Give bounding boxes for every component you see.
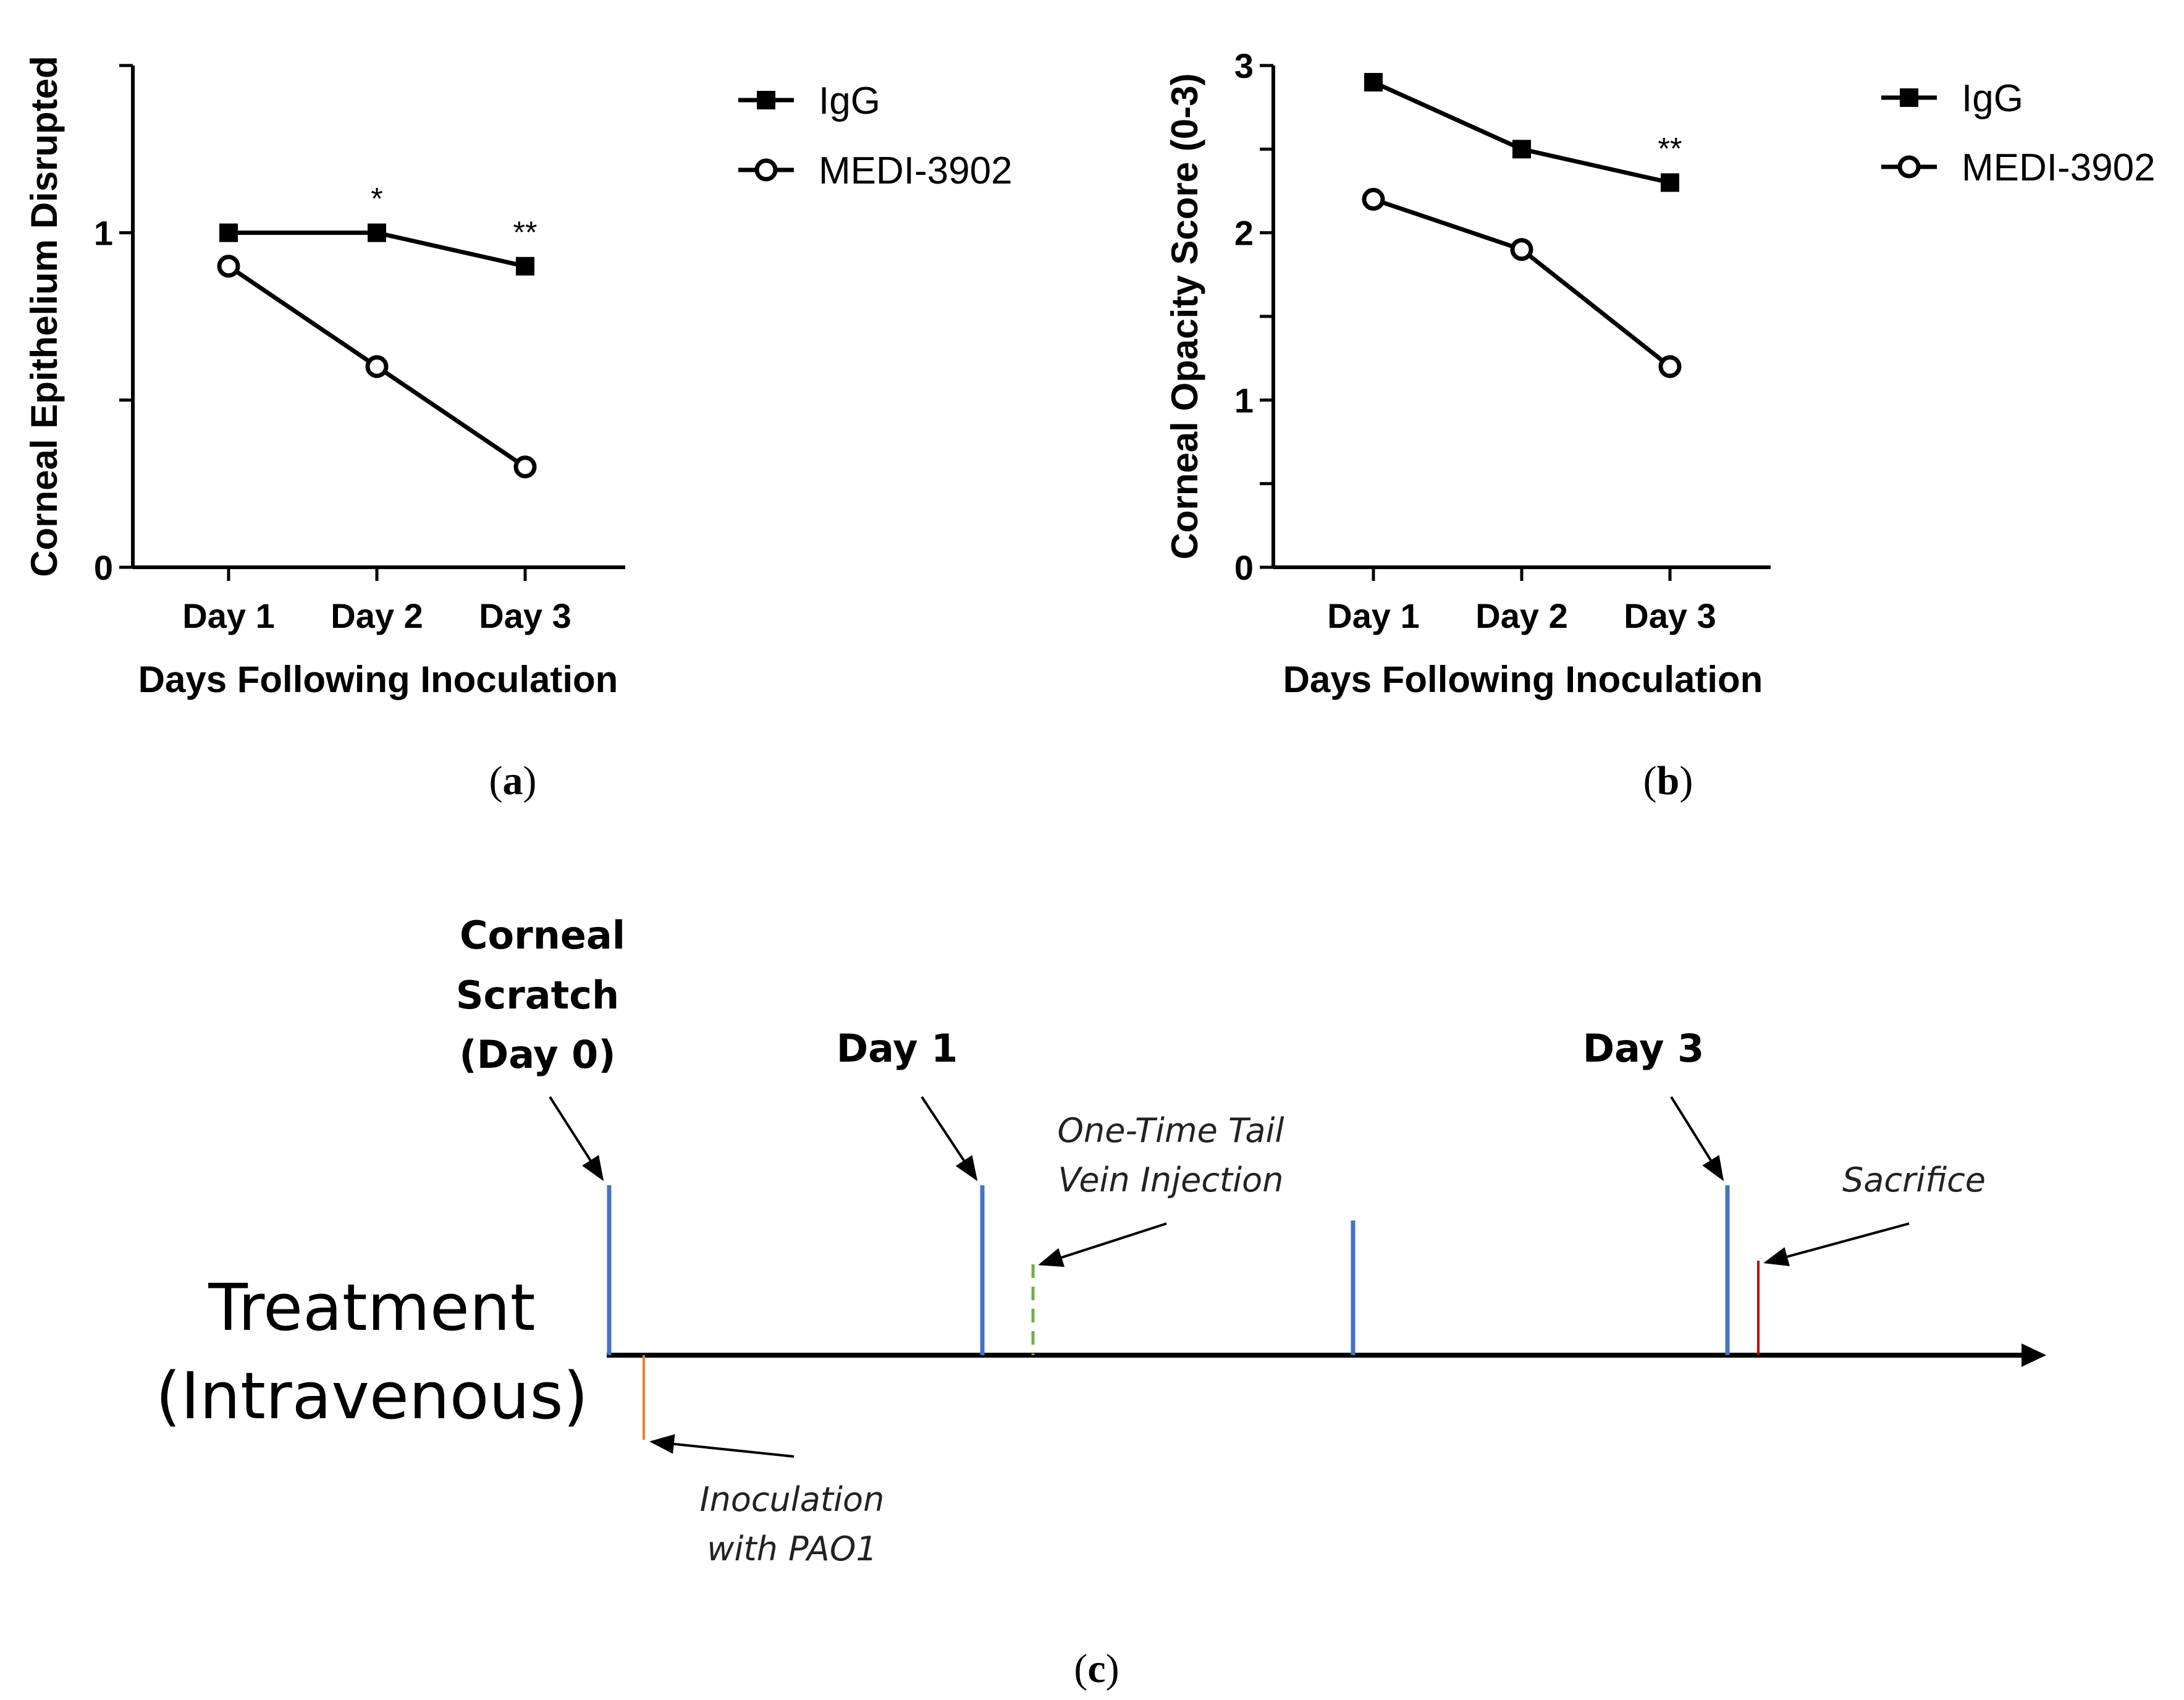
data-point (1510, 238, 1533, 261)
y-tick-label: 1 (94, 214, 113, 253)
significance-annotations: *** (371, 182, 537, 250)
sacrifice-label: Sacrifice (1842, 1161, 1986, 1199)
chart-b: 0 1 2 3 Day 1 Day 2 Day 3 ** Corneal Opacity … (1164, 46, 2156, 700)
x-tick-label: Day 1 (182, 596, 274, 635)
row-label-line1: Treatment (208, 1270, 535, 1345)
x-tick-label: Day 2 (331, 596, 423, 635)
day1-label: Day 1 (837, 1026, 958, 1071)
day1-arrow (921, 1096, 978, 1182)
x-ticks: Day 1 Day 2 Day 3 (182, 567, 571, 635)
y-tick-label: 2 (1234, 214, 1254, 253)
data-markers (1362, 73, 1682, 378)
significance-marker: * (371, 182, 382, 216)
x-axis-title: Days Following Inoculation (138, 659, 618, 700)
inoculation-label-line1: Inoculation (700, 1480, 885, 1519)
y-tick-label: 0 (94, 548, 113, 587)
series-line-igg (1372, 80, 1671, 185)
y-tick-label: 1 (1234, 381, 1254, 420)
injection-label-line1: One-Time Tail (1058, 1111, 1284, 1150)
series-lines (227, 230, 526, 469)
sacrifice-arrow (1763, 1222, 1910, 1267)
significance-marker: ** (1658, 131, 1682, 166)
data-point (1364, 73, 1383, 92)
legend-label: MEDI-3902 (819, 150, 1013, 192)
series-line-medi-3902 (1372, 197, 1672, 368)
data-point (365, 355, 389, 378)
legend-label: IgG (1962, 77, 2023, 120)
panel-label-c: (c) (1074, 1646, 1119, 1691)
legend-square-icon (1900, 88, 1918, 107)
injection-arrow (1038, 1222, 1167, 1267)
day3-label: Day 3 (1583, 1026, 1705, 1071)
y-tick-label: 3 (1234, 46, 1254, 85)
y-axis-title: Corneal Opacity Score (0-3) (1164, 74, 1205, 560)
legend-square-icon (757, 91, 775, 109)
timeline: Corneal Scratch (Day 0) Day 1 Day 3 One-… (156, 913, 2046, 1568)
data-point (1661, 173, 1679, 192)
x-tick-label: Day 3 (1624, 596, 1716, 635)
chart-a: 01 Day 1 Day 2 Day 3 *** Corneal Epitheliu… (23, 56, 1013, 700)
day0-label-line2: Scratch (456, 973, 619, 1018)
y-ticks: 01 (94, 64, 133, 587)
data-point (516, 256, 534, 276)
day0-label-line1: Corneal (460, 913, 625, 958)
legend: IgG MEDI-3902 (1881, 77, 2156, 189)
data-point (1658, 355, 1682, 378)
data-point (1512, 140, 1531, 159)
timeline-arrow-icon (2022, 1343, 2046, 1367)
legend-circle-icon (1897, 155, 1921, 179)
legend-circle-icon (754, 158, 778, 182)
significance-annotations: ** (1658, 131, 1682, 166)
injection-label-line2: Vein Injection (1058, 1161, 1284, 1199)
y-axis-title: Corneal Epithelium Disrupted (23, 56, 65, 577)
panel-label-b: (b) (1643, 758, 1693, 803)
inoculation-arrow (649, 1434, 795, 1458)
panel-label-a: (a) (489, 758, 537, 803)
day0-label-line3: (Day 0) (459, 1032, 615, 1077)
day3-arrow (1670, 1096, 1724, 1182)
x-tick-label: Day 2 (1475, 596, 1567, 635)
x-tick-label: Day 3 (479, 596, 571, 635)
data-point (219, 223, 238, 242)
legend: IgG MEDI-3902 (738, 80, 1013, 192)
data-point (1362, 188, 1385, 211)
inoculation-label-line2: with PAO1 (707, 1529, 877, 1568)
data-markers (217, 223, 537, 479)
day0-arrow (549, 1096, 604, 1182)
x-axis-title: Days Following Inoculation (1283, 659, 1763, 700)
significance-marker: ** (513, 215, 538, 250)
data-point (513, 455, 537, 479)
legend-label: IgG (819, 80, 880, 122)
y-tick-label: 0 (1234, 548, 1254, 587)
data-point (217, 255, 240, 278)
y-ticks: 0 1 2 3 (1234, 46, 1273, 587)
series-lines (1372, 80, 1672, 368)
legend-label: MEDI-3902 (1962, 146, 2156, 189)
row-label-line2: (Intravenous) (156, 1358, 588, 1434)
x-ticks: Day 1 Day 2 Day 3 (1327, 567, 1716, 635)
data-point (368, 223, 386, 242)
x-tick-label: Day 1 (1327, 596, 1419, 635)
